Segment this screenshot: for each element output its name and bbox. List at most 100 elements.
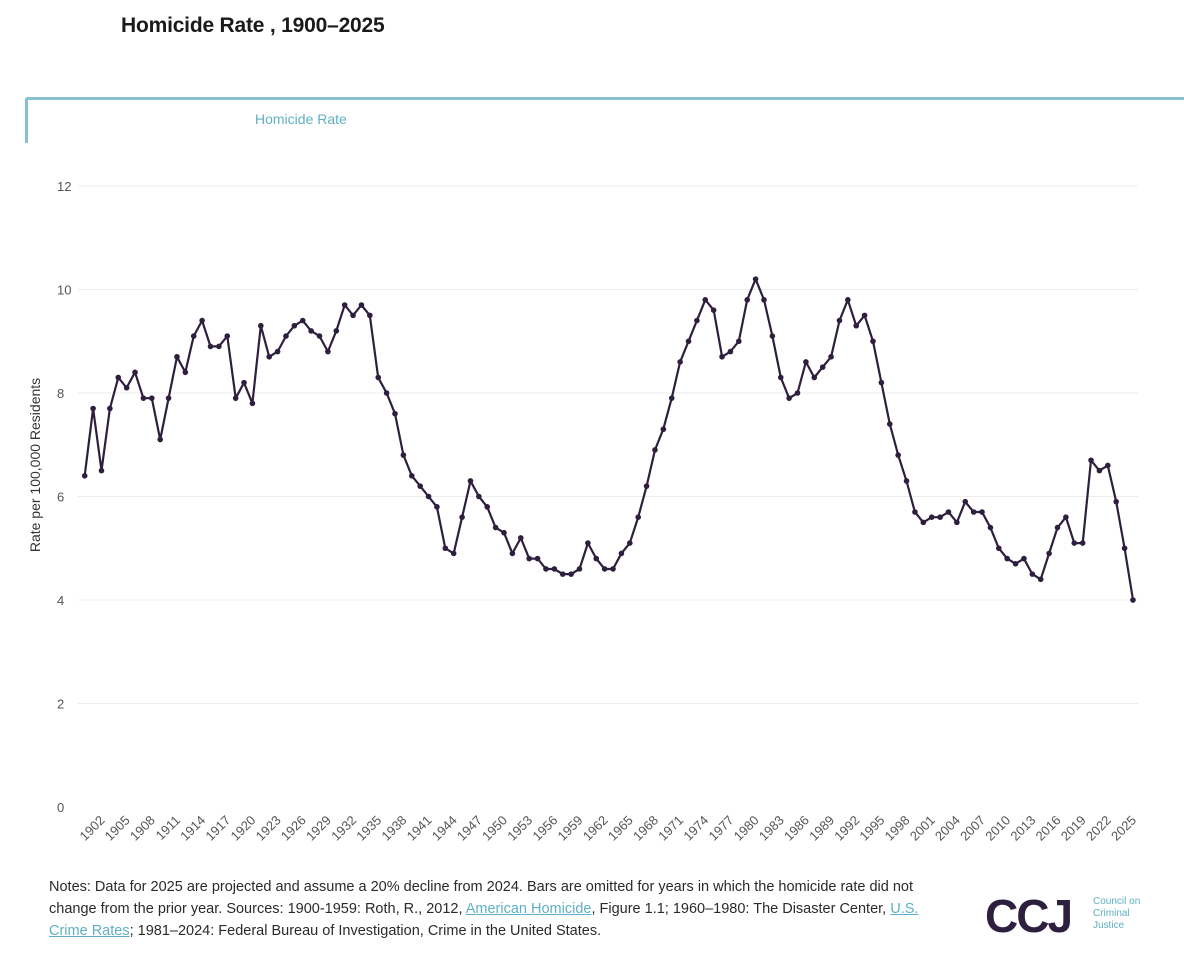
data-point-1938[interactable] bbox=[400, 452, 407, 458]
data-point-1955[interactable] bbox=[543, 566, 549, 572]
data-point-2025[interactable] bbox=[1130, 597, 1136, 603]
data-point-1967[interactable] bbox=[643, 483, 650, 489]
data-point-2007[interactable] bbox=[979, 509, 985, 515]
data-point-1985[interactable] bbox=[794, 390, 801, 396]
data-point-1994[interactable] bbox=[870, 338, 876, 345]
data-point-1900[interactable] bbox=[81, 473, 88, 479]
data-point-2017[interactable] bbox=[1063, 514, 1069, 520]
data-point-1973[interactable] bbox=[694, 317, 700, 324]
data-point-1918[interactable] bbox=[232, 395, 239, 401]
data-point-1910[interactable] bbox=[165, 395, 172, 401]
data-point-1974[interactable] bbox=[702, 297, 709, 303]
data-point-1963[interactable] bbox=[610, 566, 616, 572]
link-american-homicide[interactable]: American Homicide bbox=[465, 901, 592, 917]
data-point-2012[interactable] bbox=[1021, 555, 1027, 562]
data-point-1987[interactable] bbox=[811, 374, 818, 381]
data-point-2020[interactable] bbox=[1088, 457, 1094, 464]
data-point-2022[interactable] bbox=[1105, 462, 1111, 469]
data-point-1968[interactable] bbox=[652, 447, 658, 453]
data-point-1983[interactable] bbox=[777, 374, 784, 381]
data-point-1953[interactable] bbox=[526, 555, 532, 562]
ccj-logo[interactable]: CCJ Council on Criminal Justice bbox=[985, 893, 1165, 943]
data-point-1982[interactable] bbox=[769, 333, 776, 339]
data-point-1927[interactable] bbox=[308, 328, 314, 334]
data-point-1991[interactable] bbox=[845, 297, 851, 303]
data-point-1917[interactable] bbox=[224, 333, 231, 339]
data-point-2011[interactable] bbox=[1012, 560, 1019, 567]
data-point-1959[interactable] bbox=[576, 566, 583, 572]
data-point-1961[interactable] bbox=[593, 555, 600, 562]
data-point-1906[interactable] bbox=[132, 369, 138, 376]
data-point-1989[interactable] bbox=[828, 353, 834, 360]
data-point-1912[interactable] bbox=[182, 369, 189, 376]
data-point-2024[interactable] bbox=[1121, 545, 1128, 552]
data-point-1936[interactable] bbox=[383, 390, 390, 396]
data-point-1924[interactable] bbox=[283, 333, 289, 339]
link-us-crime-rates[interactable]: U.S. Crime Rates bbox=[49, 901, 919, 939]
data-point-2016[interactable] bbox=[1054, 524, 1061, 531]
data-point-1950[interactable] bbox=[501, 529, 507, 536]
data-point-1996[interactable] bbox=[886, 421, 893, 427]
data-point-1926[interactable] bbox=[299, 317, 306, 324]
data-point-1916[interactable] bbox=[216, 343, 222, 350]
data-point-2008[interactable] bbox=[987, 524, 994, 531]
data-point-2009[interactable] bbox=[995, 545, 1002, 552]
data-point-1977[interactable] bbox=[727, 348, 734, 355]
data-point-1932[interactable] bbox=[350, 312, 356, 319]
data-point-1986[interactable] bbox=[803, 359, 809, 365]
data-point-1981[interactable] bbox=[761, 297, 767, 303]
data-point-1995[interactable] bbox=[878, 379, 885, 386]
data-point-1960[interactable] bbox=[585, 540, 591, 546]
data-point-2015[interactable] bbox=[1046, 550, 1052, 557]
data-point-1949[interactable] bbox=[492, 524, 499, 531]
data-point-1944[interactable] bbox=[450, 550, 457, 557]
data-point-1954[interactable] bbox=[534, 555, 541, 562]
data-point-1969[interactable] bbox=[660, 426, 667, 433]
data-point-1956[interactable] bbox=[551, 566, 558, 572]
data-point-1990[interactable] bbox=[836, 317, 843, 324]
data-point-1931[interactable] bbox=[341, 302, 348, 308]
data-point-1934[interactable] bbox=[367, 312, 373, 319]
data-point-1933[interactable] bbox=[358, 302, 365, 308]
data-point-1943[interactable] bbox=[442, 545, 449, 552]
data-point-1971[interactable] bbox=[677, 359, 683, 365]
data-point-1945[interactable] bbox=[459, 514, 465, 520]
data-point-1921[interactable] bbox=[258, 322, 264, 329]
data-point-2004[interactable] bbox=[954, 519, 960, 526]
data-point-2018[interactable] bbox=[1071, 540, 1078, 546]
data-point-1905[interactable] bbox=[123, 385, 130, 391]
data-point-2010[interactable] bbox=[1004, 555, 1010, 562]
data-point-1992[interactable] bbox=[853, 322, 860, 329]
data-point-1988[interactable] bbox=[819, 364, 826, 370]
data-point-1907[interactable] bbox=[140, 395, 147, 401]
data-point-1940[interactable] bbox=[417, 483, 423, 489]
data-point-2005[interactable] bbox=[962, 498, 969, 505]
data-point-1903[interactable] bbox=[107, 405, 113, 412]
data-point-1975[interactable] bbox=[710, 307, 717, 313]
data-point-1929[interactable] bbox=[325, 348, 331, 355]
data-point-1928[interactable] bbox=[316, 333, 323, 339]
data-point-1997[interactable] bbox=[895, 452, 901, 458]
data-point-1909[interactable] bbox=[157, 436, 163, 443]
data-point-1941[interactable] bbox=[425, 493, 432, 500]
data-point-1919[interactable] bbox=[241, 379, 247, 386]
data-point-1951[interactable] bbox=[509, 550, 516, 557]
data-point-1952[interactable] bbox=[517, 535, 524, 541]
data-point-1902[interactable] bbox=[98, 467, 105, 474]
data-point-1979[interactable] bbox=[744, 297, 751, 303]
data-point-1966[interactable] bbox=[635, 514, 641, 520]
data-point-1972[interactable] bbox=[685, 338, 692, 345]
data-point-1970[interactable] bbox=[668, 395, 675, 401]
data-point-2003[interactable] bbox=[945, 509, 952, 515]
data-point-1922[interactable] bbox=[266, 353, 273, 360]
data-point-1947[interactable] bbox=[476, 493, 482, 500]
data-point-2000[interactable] bbox=[920, 519, 927, 526]
data-point-1908[interactable] bbox=[148, 395, 155, 401]
data-point-2001[interactable] bbox=[928, 514, 935, 520]
data-point-1998[interactable] bbox=[903, 478, 910, 484]
data-point-2002[interactable] bbox=[937, 514, 943, 520]
data-point-1978[interactable] bbox=[736, 338, 742, 345]
data-point-1939[interactable] bbox=[408, 473, 415, 479]
data-point-1993[interactable] bbox=[861, 312, 868, 319]
data-point-1980[interactable] bbox=[752, 276, 759, 282]
